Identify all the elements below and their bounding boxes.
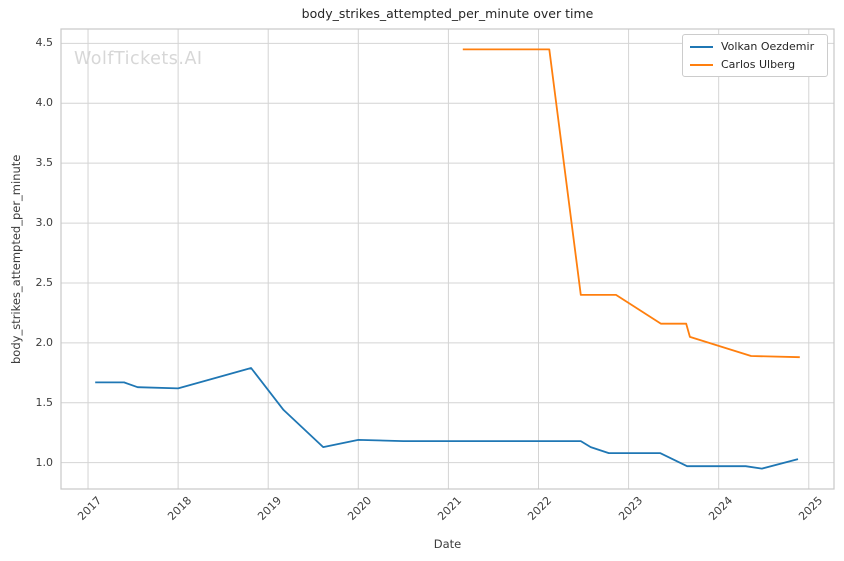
x-tick-label: 2025 xyxy=(795,494,825,523)
legend-item: Volkan Oezdemir xyxy=(690,39,820,54)
series-color-swatch xyxy=(690,63,713,66)
y-tick-label: 4.0 xyxy=(35,96,54,110)
x-tick-label: 2018 xyxy=(165,494,195,523)
series-color-swatch xyxy=(690,45,713,48)
x-axis-label: Date xyxy=(433,537,462,551)
x-tick-label: 2022 xyxy=(525,494,555,523)
legend-label: Carlos Ulberg xyxy=(721,58,796,71)
legend: Volkan Oezdemir Carlos Ulberg xyxy=(682,34,828,77)
x-tick-label: 2020 xyxy=(345,494,375,523)
y-tick-label: 1.5 xyxy=(35,395,54,409)
x-tick-label: 2017 xyxy=(75,494,105,523)
chart-title: body_strikes_attempted_per_minute over t… xyxy=(301,6,594,21)
series-line-volkan-oezdemir xyxy=(95,367,799,470)
y-tick-label: 2.0 xyxy=(35,335,54,349)
y-tick-label: 4.5 xyxy=(35,36,54,50)
y-tick-label: 3.5 xyxy=(35,156,54,170)
y-tick-label: 3.0 xyxy=(35,216,54,230)
plot-frame xyxy=(60,28,835,490)
y-tick-label: 1.0 xyxy=(35,455,54,469)
series-line-carlos-ulberg xyxy=(462,48,800,359)
x-tick-label: 2019 xyxy=(255,494,285,523)
x-tick-label: 2024 xyxy=(705,494,735,523)
y-axis-label: body_strikes_attempted_per_minute xyxy=(9,154,23,364)
legend-item: Carlos Ulberg xyxy=(690,57,820,72)
x-tick-label: 2021 xyxy=(435,494,465,523)
y-tick-label: 2.5 xyxy=(35,275,54,289)
watermark: WolfTickets.AI xyxy=(74,49,203,69)
legend-label: Volkan Oezdemir xyxy=(721,40,815,53)
x-tick-label: 2023 xyxy=(615,494,645,523)
